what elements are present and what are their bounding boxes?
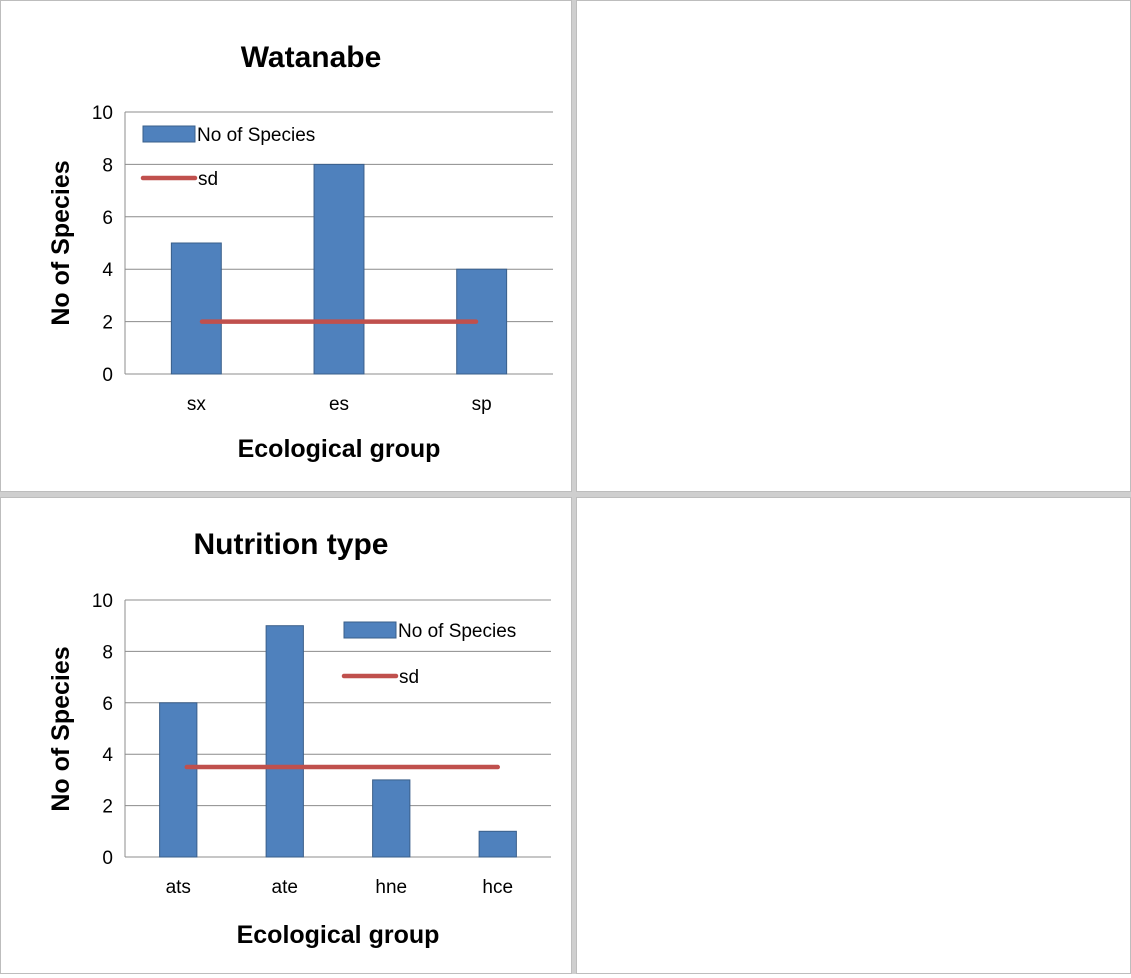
y-tick-label: 0: [102, 365, 113, 386]
bar: [478, 830, 517, 858]
y-tick-label: 8: [102, 155, 113, 176]
chart-title: Nutrition type: [194, 528, 389, 561]
legend-swatch-bar: [142, 125, 196, 143]
chart-panel-watanabe: Watanabe 0 2 4 6 8 10 sx es sp Ecological group No …: [0, 0, 572, 492]
x-tick-label: sx: [187, 394, 207, 415]
vertical-divider: [572, 0, 576, 974]
y-tick-label: 2: [102, 797, 113, 818]
y-axis-label: No of Species: [47, 646, 75, 811]
chart-watanabe: Watanabe 0 2 4 6 8 10 sx es sp Ecological group No …: [47, 41, 553, 463]
bar: [265, 625, 304, 858]
chart-trophy: Trophy0246810otmmeeo-eheEcological group…: [36, 528, 539, 949]
x-tick-label: ate: [272, 877, 298, 898]
bar: [372, 779, 411, 858]
bar: [313, 163, 365, 375]
y-tick-label: 2: [102, 313, 113, 334]
horizontal-divider: [0, 492, 1131, 497]
y-tick-label: 4: [102, 745, 113, 766]
x-axis-label: Ecological group: [238, 435, 441, 463]
y-tick-label: 10: [92, 103, 113, 124]
x-tick-label: hce: [482, 877, 513, 898]
y-tick-label: 6: [102, 208, 113, 229]
legend-label-species: No of Species: [197, 125, 315, 146]
legend-label-species: No of Species: [398, 621, 516, 642]
legend-label-sd: sd: [399, 667, 419, 688]
x-tick-label: sp: [472, 394, 492, 415]
chart-panel-nutrition: Nutrition type 0 2 4 6 8 10 ats ate hne hce Ecologi…: [0, 497, 572, 974]
legend-label-sd: sd: [198, 169, 218, 190]
legend-swatch-bar: [343, 621, 397, 639]
chart-panel-water-quality: Water Quality Class02468101214IIIIIIIVVC…: [36, 0, 1131, 492]
bar: [170, 242, 222, 375]
y-tick-label: 8: [102, 642, 113, 663]
x-tick-label: ats: [166, 877, 191, 898]
chart-panel-trophy: Trophy0246810otmmeeo-eheEcological group…: [36, 497, 1131, 974]
y-axis-label: No of Species: [47, 160, 75, 325]
y-tick-label: 10: [92, 591, 113, 612]
y-tick-label: 0: [102, 848, 113, 869]
y-tick-label: 4: [102, 260, 113, 281]
bar: [159, 702, 198, 858]
x-tick-label: hne: [375, 877, 407, 898]
y-tick-label: 6: [102, 694, 113, 715]
x-axis-label: Ecological group: [237, 921, 440, 949]
x-tick-label: es: [329, 394, 349, 415]
chart-nutrition-type: Nutrition type 0 2 4 6 8 10 ats ate hne hce Ecologi…: [47, 528, 551, 949]
chart-water-quality-class: Water Quality Class02468101214IIIIIIIVVC…: [36, 41, 537, 465]
chart-title: Watanabe: [241, 41, 382, 74]
